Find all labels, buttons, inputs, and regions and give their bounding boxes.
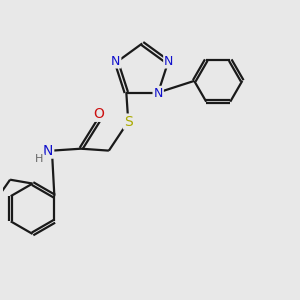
Text: H: H <box>35 154 44 164</box>
Text: N: N <box>154 87 163 100</box>
Text: N: N <box>111 55 120 68</box>
Text: O: O <box>93 107 104 121</box>
Text: N: N <box>43 144 53 158</box>
Text: S: S <box>124 115 133 129</box>
Text: N: N <box>164 55 173 68</box>
